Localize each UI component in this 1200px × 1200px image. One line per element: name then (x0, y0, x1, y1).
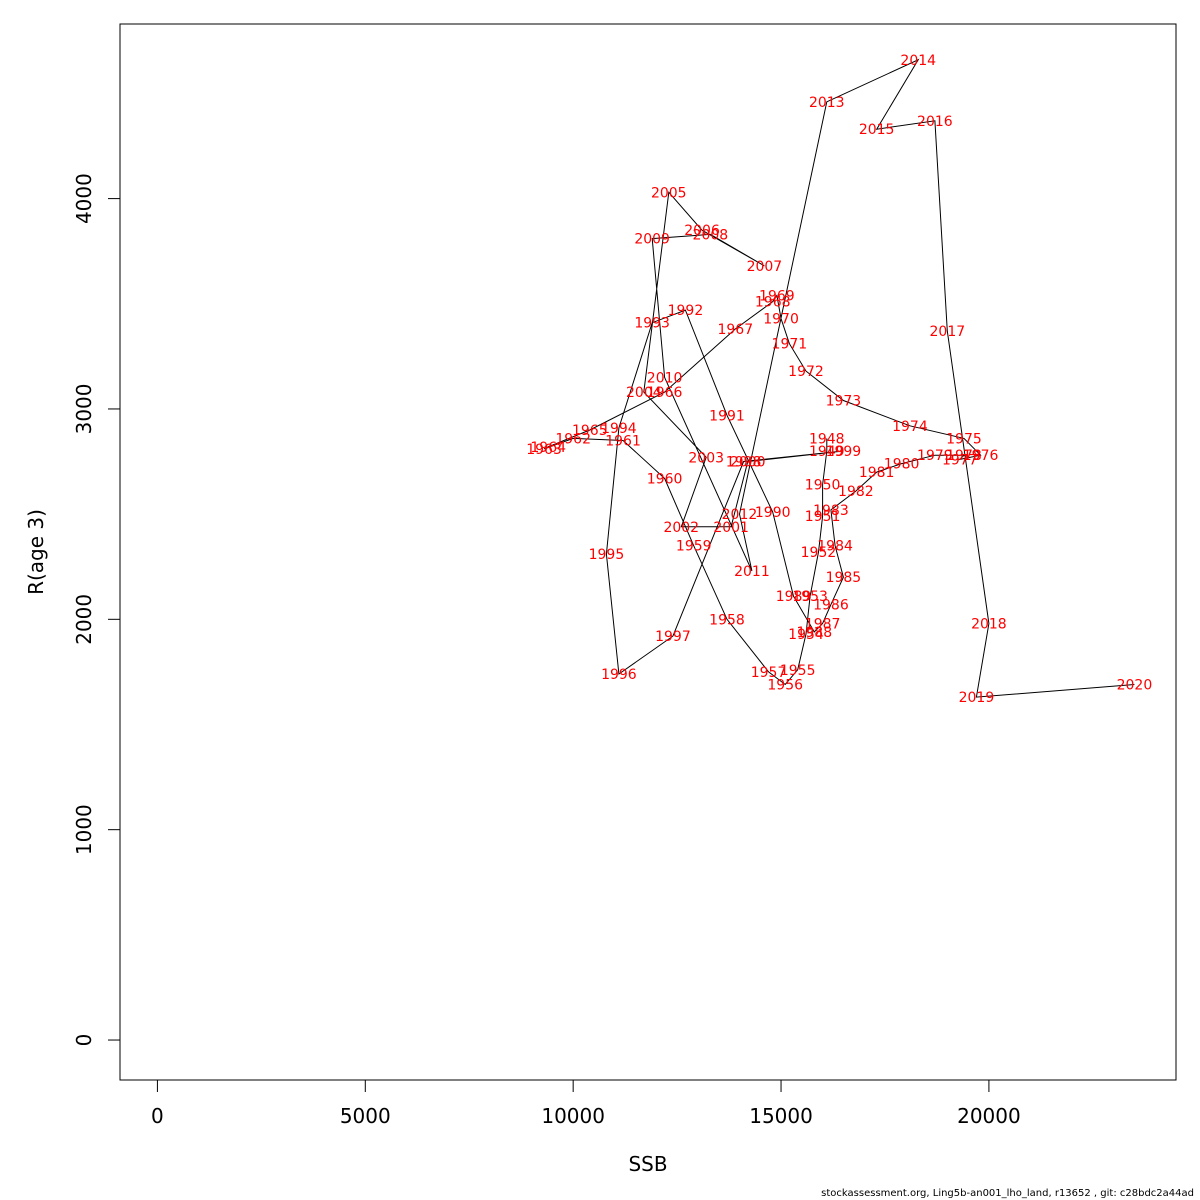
y-tick-label: 2000 (72, 594, 96, 645)
point-label-1987: 1987 (805, 617, 841, 633)
point-label-1992: 1992 (668, 303, 704, 319)
point-label-1960: 1960 (647, 471, 683, 487)
point-label-2006: 2006 (684, 223, 720, 239)
point-label-1996: 1996 (601, 667, 637, 683)
point-label-1999: 1999 (826, 444, 862, 460)
y-tick-label: 3000 (72, 384, 96, 435)
point-label-2017: 2017 (930, 324, 966, 340)
footer-note: stockassessment.org, Ling5b-an001_lho_la… (821, 1188, 1194, 1199)
point-label-1977: 1977 (942, 452, 978, 468)
point-label-1986: 1986 (813, 598, 849, 614)
point-label-2004: 2004 (626, 385, 662, 401)
point-label-1966: 1966 (647, 385, 683, 401)
point-label-1970: 1970 (763, 312, 799, 328)
point-label-1952: 1952 (801, 545, 837, 561)
point-label-1994: 1994 (601, 421, 637, 437)
point-label-2000: 2000 (730, 455, 766, 471)
point-label-2007: 2007 (747, 259, 783, 275)
point-label-1975: 1975 (946, 431, 982, 447)
point-label-1995: 1995 (589, 547, 625, 563)
point-label-1997: 1997 (655, 629, 691, 645)
point-label-1964: 1964 (530, 440, 566, 456)
point-label-2019: 2019 (959, 690, 995, 706)
point-label-1957: 1957 (751, 665, 787, 681)
y-axis-title: R(age 3) (24, 509, 48, 595)
point-label-2011: 2011 (734, 564, 770, 580)
x-axis: 0 5000 10000 15000 20000 (151, 1079, 1021, 1128)
point-label-1984: 1984 (817, 539, 853, 555)
y-axis: 0 1000 2000 3000 4000 (72, 173, 121, 1047)
point-label-2009: 2009 (634, 232, 670, 248)
point-label-2005: 2005 (651, 185, 687, 201)
point-label-1981: 1981 (859, 465, 895, 481)
point-label-2012: 2012 (722, 507, 758, 523)
point-label-1971: 1971 (772, 337, 808, 353)
point-label-2008: 2008 (693, 227, 729, 243)
x-tick-label: 10000 (541, 1104, 605, 1128)
point-label-1955: 1955 (780, 663, 816, 679)
point-label-1969: 1969 (759, 288, 795, 304)
point-label-1983: 1983 (813, 503, 849, 519)
point-label-1965: 1965 (572, 423, 608, 439)
point-label-1980: 1980 (884, 457, 920, 473)
point-label-2014: 2014 (900, 53, 936, 69)
point-label-1962: 1962 (555, 431, 591, 447)
point-label-1985: 1985 (826, 570, 862, 586)
point-label-2001: 2001 (713, 520, 749, 536)
point-label-1991: 1991 (709, 408, 745, 424)
series-line (543, 58, 1135, 698)
point-label-1973: 1973 (826, 394, 862, 410)
x-axis-title: SSB (628, 1152, 667, 1176)
x-tick-label: 20000 (957, 1104, 1021, 1128)
point-label-1948: 1948 (809, 431, 845, 447)
point-label-1956: 1956 (767, 678, 803, 694)
point-label-1954: 1954 (788, 627, 824, 643)
point-label-1990: 1990 (755, 505, 791, 521)
point-label-1979: 1979 (917, 448, 953, 464)
point-label-2018: 2018 (971, 617, 1007, 633)
point-label-2003: 2003 (688, 450, 724, 466)
point-label-1949: 1949 (809, 444, 845, 460)
point-label-1982: 1982 (838, 484, 874, 500)
point-label-2016: 2016 (917, 114, 953, 130)
x-tick-label: 0 (151, 1104, 164, 1128)
point-label-1972: 1972 (788, 364, 824, 380)
point-label-1953: 1953 (792, 589, 828, 605)
point-label-1951: 1951 (805, 509, 841, 525)
point-label-2015: 2015 (859, 122, 895, 138)
point-label-1967: 1967 (717, 322, 753, 338)
point-label-1993: 1993 (634, 316, 670, 332)
point-label-1989: 1989 (776, 589, 812, 605)
point-label-1988: 1988 (796, 625, 832, 641)
point-label-1961: 1961 (605, 434, 641, 450)
y-tick-label: 1000 (72, 804, 96, 855)
point-label-1976: 1976 (963, 448, 999, 464)
plot-frame (119, 23, 1177, 1081)
point-label-1968: 1968 (755, 295, 791, 311)
point-label-1998: 1998 (726, 455, 762, 471)
point-label-2002: 2002 (663, 520, 699, 536)
point-label-1974: 1974 (892, 419, 928, 435)
x-tick-label: 15000 (749, 1104, 813, 1128)
y-tick-label: 0 (72, 1034, 96, 1047)
point-label-1978: 1978 (946, 448, 982, 464)
point-label-2010: 2010 (647, 370, 683, 386)
point-label-1963: 1963 (526, 442, 562, 458)
point-label-1959: 1959 (676, 539, 712, 555)
point-label-2013: 2013 (809, 95, 845, 111)
x-tick-label: 5000 (340, 1104, 391, 1128)
point-label-1950: 1950 (805, 478, 841, 494)
point-label-2020: 2020 (1117, 678, 1153, 694)
y-tick-label: 4000 (72, 173, 96, 224)
point-label-1958: 1958 (709, 612, 745, 628)
